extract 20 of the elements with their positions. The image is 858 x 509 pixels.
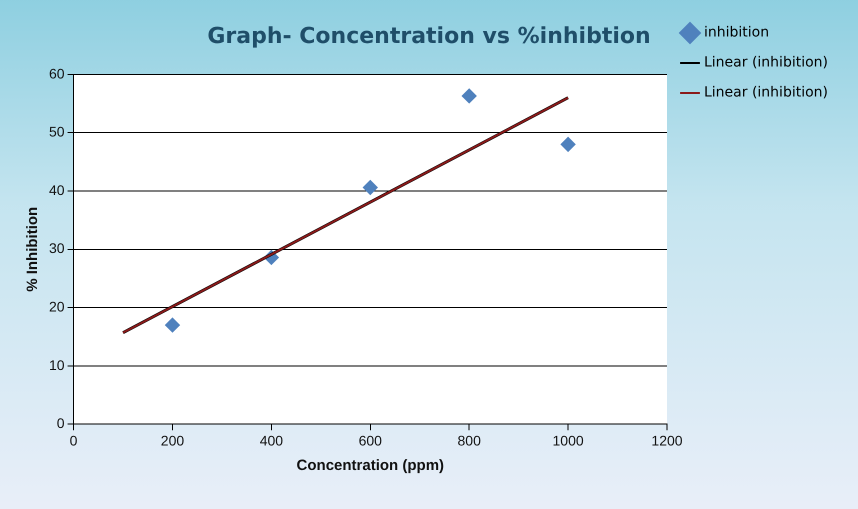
- y-tick-label: 10: [48, 356, 65, 373]
- x-tick-label: 0: [70, 432, 78, 448]
- y-axis-title: % Inhibition: [24, 206, 42, 292]
- legend-label: Linear (inhibition): [704, 84, 828, 101]
- y-tick-label: 40: [48, 182, 65, 198]
- y-tick-label: 30: [48, 240, 65, 256]
- y-tick-label: 20: [48, 298, 65, 314]
- y-tick-label: 60: [48, 65, 65, 82]
- y-tick-label: 0: [56, 415, 65, 432]
- y-tick-label: 50: [48, 124, 65, 140]
- x-tick-label: 1000: [552, 432, 584, 448]
- legend-label: Linear (inhibition): [704, 54, 828, 71]
- x-tick-label: 600: [358, 432, 382, 448]
- legend-label: inhibition: [704, 24, 770, 41]
- x-tick-label: 800: [458, 432, 482, 448]
- x-axis-title: Concentration (ppm): [296, 457, 444, 474]
- chart-title: Graph- Concentration vs %inhibtion: [207, 24, 651, 49]
- x-tick-label: 1200: [651, 432, 683, 448]
- x-tick-label: 400: [260, 432, 284, 448]
- x-tick-label: 200: [160, 432, 184, 448]
